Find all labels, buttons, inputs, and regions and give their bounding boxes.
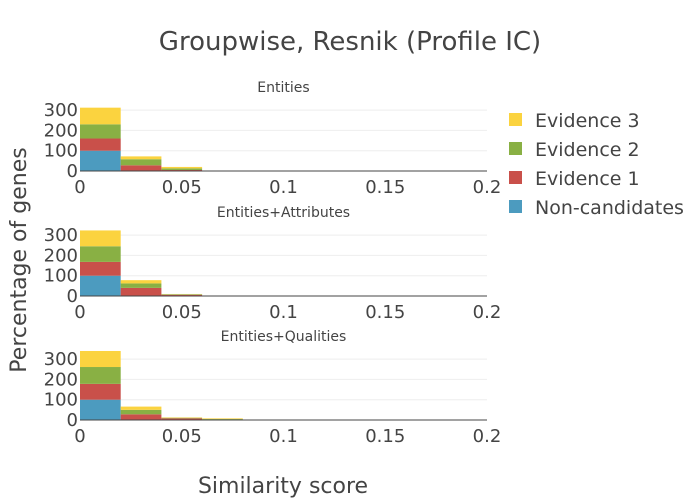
panel-title: Entities <box>257 80 309 96</box>
x-tick-label: 0 <box>74 426 85 447</box>
legend-label: Non-candidates <box>535 197 684 219</box>
legend-item-non-candidates[interactable]: Non-candidates <box>509 197 684 219</box>
chart-title: Groupwise, Resnik (Profile IC) <box>159 27 541 57</box>
bar-evidence-1-bin-2 <box>161 418 203 420</box>
y-tick-label: 100 <box>44 390 78 411</box>
legend-item-evidence-3[interactable]: Evidence 3 <box>509 110 640 132</box>
bar-evidence-1-bin-0 <box>80 383 121 400</box>
y-tick-label: 100 <box>44 141 78 162</box>
x-tick-label: 0.15 <box>365 426 405 447</box>
y-tick-label: 200 <box>44 120 78 141</box>
bar-evidence-1-bin-1 <box>120 414 162 420</box>
y-tick-label: 200 <box>44 245 78 266</box>
bar-non-candidates-bin-0 <box>80 275 121 296</box>
bar-non-candidates-bin-0 <box>80 150 121 171</box>
x-tick-label: 0.15 <box>365 302 405 323</box>
bar-evidence-1-bin-1 <box>120 165 162 171</box>
bar-evidence-2-bin-1 <box>120 409 162 415</box>
y-tick-label: 0 <box>67 161 78 182</box>
legend-label: Evidence 2 <box>535 139 640 161</box>
bar-evidence-1-bin-0 <box>80 261 121 276</box>
legend-item-evidence-2[interactable]: Evidence 2 <box>509 139 640 161</box>
bar-evidence-1-bin-0 <box>80 138 121 151</box>
bar-evidence-2-bin-2 <box>161 294 203 295</box>
y-tick-label: 0 <box>67 286 78 307</box>
bar-evidence-1-bin-1 <box>120 287 162 296</box>
bar-evidence-2-bin-2 <box>161 417 203 419</box>
x-tick-label: 0.1 <box>269 177 298 198</box>
bar-evidence-3-bin-0 <box>80 107 121 125</box>
bar-evidence-3-bin-1 <box>120 156 162 160</box>
panel-title: Entities+Qualities <box>221 329 347 345</box>
legend-label: Evidence 3 <box>535 110 640 132</box>
y-tick-label: 300 <box>44 225 78 246</box>
bar-evidence-3-bin-1 <box>120 406 162 410</box>
bar-evidence-1-bin-2 <box>161 169 203 171</box>
bar-non-candidates-bin-0 <box>80 399 121 420</box>
legend: Evidence 3 Evidence 2 Evidence 1 Non-candid… <box>509 110 684 219</box>
y-axis-title: Percentage of genes <box>7 147 32 372</box>
x-tick-label: 0.05 <box>162 177 202 198</box>
bar-evidence-3-bin-2 <box>161 166 203 169</box>
x-tick-label: 0.1 <box>269 426 298 447</box>
x-tick-label: 0 <box>74 177 85 198</box>
y-tick-label: 300 <box>44 100 78 121</box>
x-tick-label: 0.05 <box>162 426 202 447</box>
bar-evidence-2-bin-0 <box>80 124 121 139</box>
bar-evidence-3-bin-0 <box>80 230 121 247</box>
y-tick-label: 300 <box>44 349 78 370</box>
bar-evidence-2-bin-0 <box>80 367 121 384</box>
x-tick-label: 0.2 <box>473 177 502 198</box>
y-tick-label: 0 <box>67 410 78 431</box>
legend-swatch <box>509 113 522 126</box>
bar-evidence-2-bin-1 <box>120 159 162 166</box>
bar-evidence-3-bin-0 <box>80 350 121 368</box>
y-tick-label: 100 <box>44 266 78 287</box>
legend-item-evidence-1[interactable]: Evidence 1 <box>509 168 640 190</box>
legend-swatch <box>509 171 522 184</box>
bar-evidence-2-bin-0 <box>80 246 121 262</box>
bar-evidence-2-bin-2 <box>161 168 203 170</box>
bar-evidence-2-bin-1 <box>120 283 162 288</box>
x-tick-label: 0.2 <box>473 302 502 323</box>
legend-swatch <box>509 142 522 155</box>
x-tick-label: 0.2 <box>473 426 502 447</box>
bar-evidence-3-bin-3 <box>202 418 243 419</box>
legend-label: Evidence 1 <box>535 168 640 190</box>
panel-title: Entities+Attributes <box>217 205 350 221</box>
y-tick-label: 200 <box>44 369 78 390</box>
legend-swatch <box>509 200 522 213</box>
bar-evidence-1-bin-2 <box>161 294 203 296</box>
bar-evidence-3-bin-1 <box>120 280 162 284</box>
x-tick-label: 0.1 <box>269 302 298 323</box>
x-tick-label: 0 <box>74 302 85 323</box>
x-tick-label: 0.15 <box>365 177 405 198</box>
x-axis-title: Similarity score <box>198 474 368 499</box>
x-tick-label: 0.05 <box>162 302 202 323</box>
